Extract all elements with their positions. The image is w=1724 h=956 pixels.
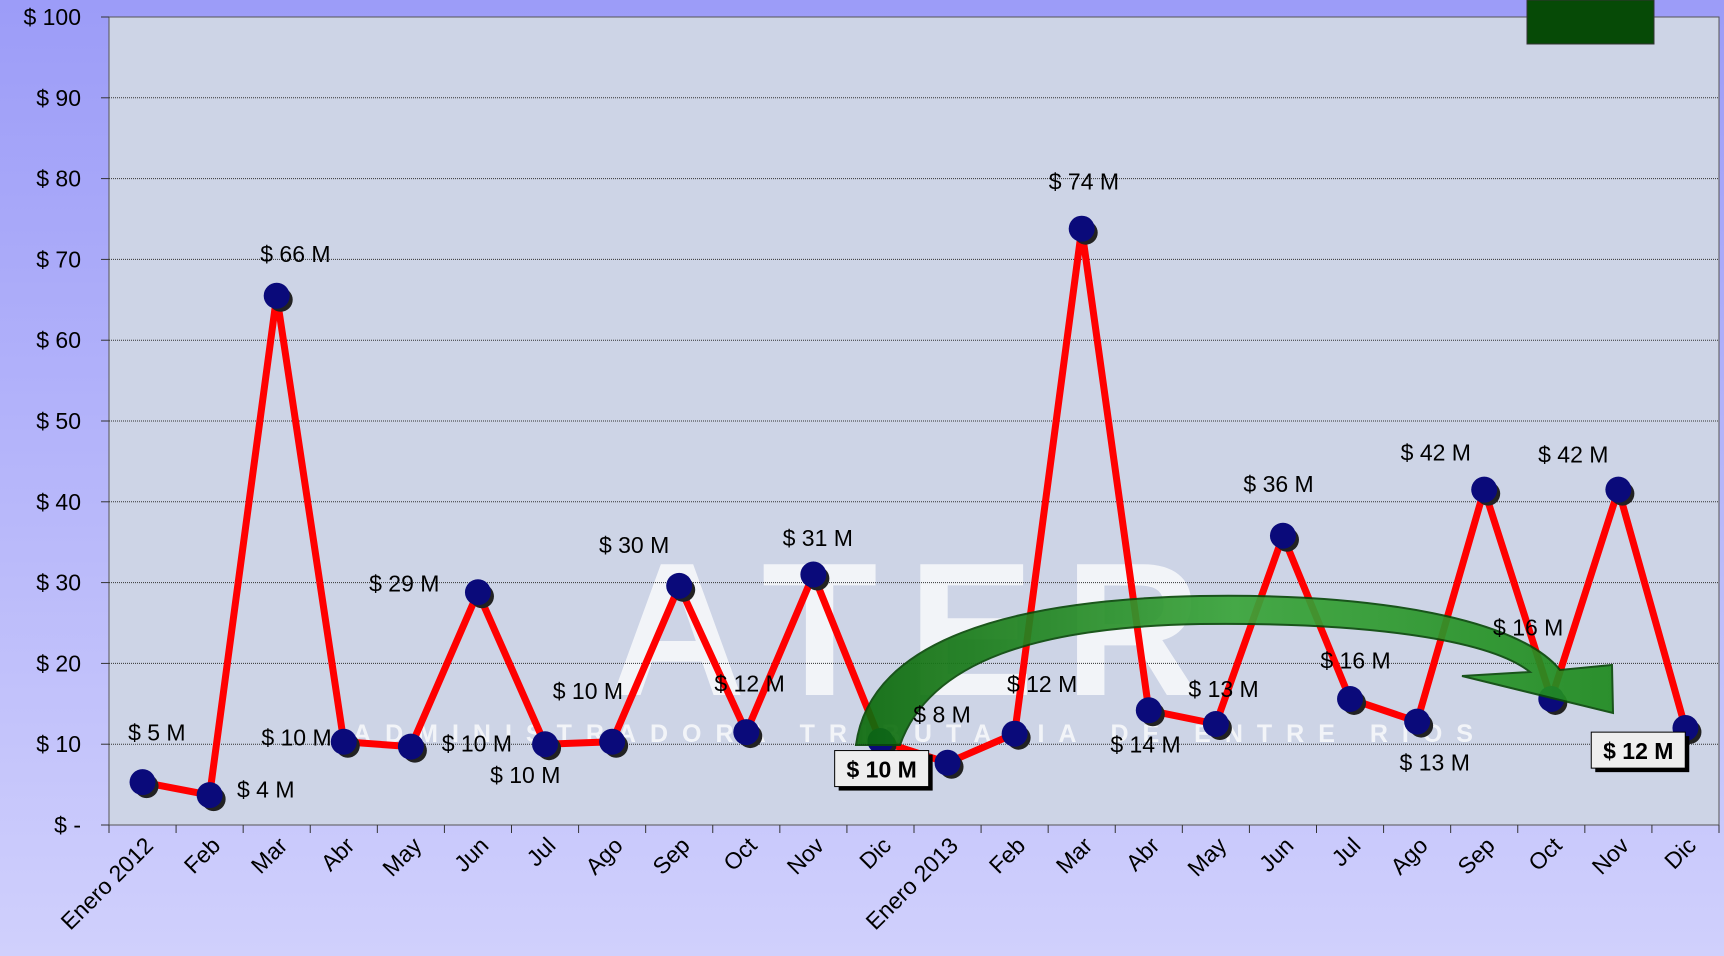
marker [1001,720,1028,747]
value-label: $ 31 M [783,525,853,551]
value-label: $ 16 M [1320,647,1390,673]
value-label: $ 14 M [1110,731,1180,757]
value-label: $ 66 M [260,241,330,267]
value-label: $ 13 M [1188,676,1258,702]
marker [599,728,626,755]
value-label: $ 10 M [553,678,623,704]
marker [263,282,290,309]
value-label: $ 12 M [1603,738,1673,764]
y-tick-label: $ 30 [36,570,81,596]
y-tick-label: $ 40 [36,489,81,515]
marker [464,579,491,606]
marker [397,733,424,760]
marker [1135,697,1162,724]
value-label: $ 16 M [1493,614,1563,640]
value-label: $ 30 M [599,532,669,558]
marker [1068,215,1095,242]
marker [1605,476,1632,503]
value-label: $ 10 M [490,762,560,788]
value-label: $ 10 M [442,730,512,756]
y-tick-label: $ 70 [36,246,81,272]
value-label: $ 12 M [1007,671,1077,697]
value-label: $ 42 M [1401,439,1471,465]
value-label: $ 12 M [714,671,784,697]
arrow [854,594,1615,746]
marker [1202,711,1229,737]
marker [1337,685,1364,712]
value-labels: $ 5 M $ 4 M $ 66 M $ 10 M $ 10 M $ 29 M $ 10 M… [128,168,1690,803]
marker [666,572,693,599]
marker [196,782,223,809]
marker [1269,522,1296,549]
value-label: $ 4 M [237,777,295,803]
value-label: $ 10 M [846,757,916,783]
legend-box [1526,0,1655,45]
label-box [1590,731,1686,769]
value-label: $ 8 M [913,701,971,727]
value-label: $ 13 M [1400,749,1470,775]
y-tick-label: $ 90 [36,85,81,111]
y-tick-label: $ - [54,812,81,838]
marker [1404,708,1431,735]
label-box [834,750,930,788]
y-tick-label: $ 20 [36,650,81,676]
marker [1471,476,1498,503]
y-tick-label: $ 100 [23,4,81,30]
y-tick-label: $ 60 [36,327,81,353]
y-tick-label: $ 80 [36,166,81,192]
value-label: $ 10 M [261,724,331,750]
value-label: $ 42 M [1538,441,1608,467]
marker [129,769,156,796]
marker [330,728,357,755]
marker [733,719,760,746]
marker [800,561,827,588]
value-label: $ 36 M [1243,471,1313,497]
value-label: $ 5 M [128,720,186,746]
marker [532,731,559,758]
value-label: $ 29 M [369,570,439,596]
marker [934,749,961,776]
y-tick-label: $ 10 [36,731,81,757]
value-label: $ 74 M [1049,168,1119,194]
y-tick-label: $ 50 [36,408,81,434]
